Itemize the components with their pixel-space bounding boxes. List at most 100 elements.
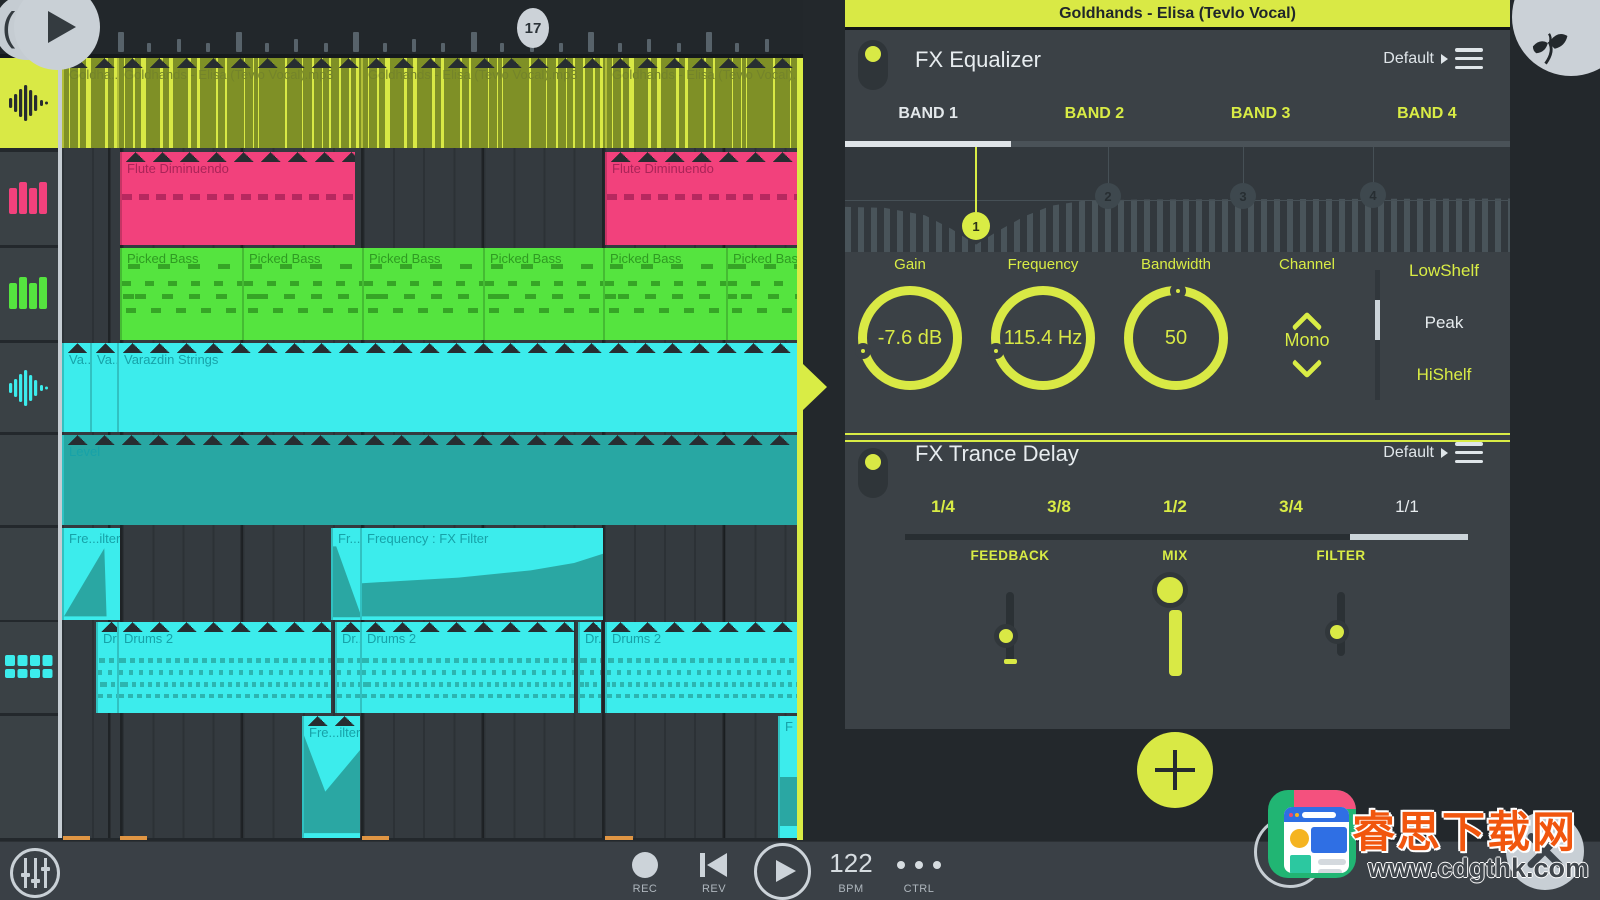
track-header-drums[interactable] bbox=[0, 622, 58, 713]
clip[interactable]: Fr... bbox=[331, 528, 360, 620]
ruler-tick bbox=[265, 43, 269, 52]
track-header-audio[interactable] bbox=[0, 58, 58, 148]
track-header-level[interactable] bbox=[0, 435, 58, 525]
clip[interactable]: Level bbox=[62, 435, 797, 525]
time-1-4[interactable]: 1/4 bbox=[931, 497, 955, 516]
mix-slider-knob[interactable] bbox=[1152, 572, 1188, 608]
fl-logo-button[interactable] bbox=[1512, 0, 1600, 76]
clip[interactable]: Fre...ilter bbox=[302, 716, 360, 838]
clip-label: Drums 2 bbox=[124, 631, 174, 646]
equalizer-title: FX Equalizer bbox=[915, 47, 1041, 72]
clip[interactable]: Fre...ilter bbox=[62, 528, 120, 620]
tab-band-1[interactable]: BAND 1 bbox=[898, 105, 958, 122]
filter-slider-knob[interactable] bbox=[1325, 620, 1349, 644]
bpm-value[interactable]: 122 bbox=[829, 848, 873, 878]
clip[interactable]: Dr... bbox=[96, 622, 117, 713]
clip[interactable]: Goldhands - Elisa (Tevlo Vocal).m bbox=[605, 58, 797, 148]
track-header-strings[interactable] bbox=[0, 343, 58, 432]
playlist-grid[interactable]: Goldha... Goldhands - Elisa (Tevlo Vocal)… bbox=[62, 58, 797, 838]
time-3-8[interactable]: 3/8 bbox=[1047, 497, 1071, 516]
shelf-option-lowshelf[interactable]: LowShelf bbox=[1409, 261, 1479, 280]
plus-icon bbox=[1173, 750, 1177, 790]
delay-time-slider[interactable] bbox=[905, 534, 1468, 540]
clip[interactable]: F bbox=[778, 716, 797, 838]
bandwidth-value: 50 bbox=[1164, 326, 1188, 349]
tab-band-3[interactable]: BAND 3 bbox=[1230, 105, 1291, 122]
time-3-4[interactable]: 3/4 bbox=[1279, 497, 1303, 516]
clip[interactable]: Va... bbox=[90, 343, 117, 432]
eq-gridline-horizontal bbox=[845, 200, 1510, 201]
clip[interactable]: Goldhands - Elisa (Tevlo Vocal).mp3 bbox=[117, 58, 361, 148]
clip-label: Picked Bass bbox=[249, 251, 321, 266]
clip[interactable]: Picked Bass bbox=[603, 248, 726, 340]
clip[interactable]: Drums 2 bbox=[360, 622, 574, 713]
channel-down-icon[interactable] bbox=[1291, 347, 1323, 379]
clip[interactable]: Va... bbox=[62, 343, 90, 432]
bandwidth-knob[interactable]: 50 bbox=[1124, 283, 1228, 390]
tools-button[interactable] bbox=[1506, 812, 1584, 890]
ruler-tick bbox=[235, 32, 242, 52]
frequency-knob[interactable]: 115.4 Hz bbox=[988, 286, 1095, 390]
clip[interactable]: Flute Diminuendo bbox=[605, 152, 797, 245]
time-1-1[interactable]: 1/1 bbox=[1395, 497, 1419, 516]
clip[interactable]: Picked Bass bbox=[120, 248, 242, 340]
clip[interactable]: Picked Bass bbox=[242, 248, 362, 340]
clip-pattern-midi bbox=[605, 248, 726, 340]
eq-curve-display[interactable]: 1 2 3 4 bbox=[845, 147, 1510, 252]
eq-node-3[interactable]: 3 bbox=[1230, 183, 1256, 209]
ruler-tick bbox=[647, 39, 652, 52]
equalizer-preset-selector[interactable]: Default bbox=[1383, 50, 1448, 68]
clip[interactable]: Drums 2 bbox=[117, 622, 331, 713]
trance-delay-enable-toggle[interactable] bbox=[858, 448, 888, 498]
mixer-icon[interactable] bbox=[10, 848, 60, 898]
trance-delay-preset-selector[interactable]: Default bbox=[1383, 444, 1448, 462]
equalizer-menu-icon[interactable] bbox=[1455, 48, 1483, 69]
track-header-filter-b[interactable] bbox=[0, 716, 58, 838]
ruler-tick bbox=[176, 39, 181, 52]
clip-pattern-waveform bbox=[607, 58, 797, 148]
trance-delay-menu-icon[interactable] bbox=[1455, 442, 1483, 463]
bpm-label: BPM bbox=[838, 883, 864, 895]
timeline-ruler[interactable] bbox=[0, 0, 803, 58]
shelf-scrollbar-thumb[interactable] bbox=[1375, 300, 1380, 340]
play-icon[interactable] bbox=[14, 0, 100, 70]
clip-notches bbox=[607, 152, 797, 162]
eq-node-4[interactable]: 4 bbox=[1360, 182, 1386, 208]
record-button[interactable] bbox=[632, 852, 658, 878]
shelf-option-hishelf[interactable]: HiShelf bbox=[1416, 365, 1472, 384]
track-header-flute[interactable] bbox=[0, 152, 58, 245]
clip[interactable]: Picked Bass bbox=[726, 248, 797, 340]
eq-node-2[interactable]: 2 bbox=[1095, 183, 1121, 209]
equalizer-enable-toggle[interactable] bbox=[858, 40, 888, 90]
shelf-option-peak[interactable]: Peak bbox=[1424, 313, 1464, 332]
play-button[interactable] bbox=[754, 843, 811, 900]
clip[interactable]: Flute Diminuendo bbox=[120, 152, 355, 245]
drawer-handle-icon[interactable] bbox=[803, 364, 827, 410]
play-triangle-icon bbox=[776, 860, 796, 882]
tab-band-2[interactable]: BAND 2 bbox=[1064, 105, 1125, 122]
playhead-marker[interactable]: 17 bbox=[517, 8, 549, 48]
delay-time-slider-thumb[interactable] bbox=[1350, 534, 1468, 540]
clip[interactable]: Dr... bbox=[335, 622, 360, 713]
rewind-button[interactable] bbox=[700, 853, 728, 877]
tab-band-4[interactable]: BAND 4 bbox=[1397, 105, 1457, 122]
clip-notches bbox=[92, 343, 117, 353]
clip-label: Picked Bass bbox=[369, 251, 441, 266]
eq-node-1[interactable]: 1 bbox=[962, 212, 990, 240]
clip[interactable]: Dr... bbox=[578, 622, 601, 713]
track-header-filter-a[interactable] bbox=[0, 528, 58, 620]
clip[interactable]: Picked Bass bbox=[483, 248, 603, 340]
clip[interactable]: Goldhands - Elisa (Tevlo Vocal).mp3 bbox=[361, 58, 605, 148]
clip[interactable]: Drums 2 bbox=[605, 622, 797, 713]
feedback-slider-knob[interactable] bbox=[994, 624, 1018, 648]
add-effect-button[interactable] bbox=[1137, 732, 1213, 808]
gain-knob[interactable]: -7.6 dB bbox=[855, 286, 962, 390]
time-1-2[interactable]: 1/2 bbox=[1163, 497, 1187, 516]
clip[interactable]: Frequency : FX Filter bbox=[360, 528, 603, 620]
clip[interactable]: Varazdin Strings bbox=[117, 343, 797, 432]
track-header-bass[interactable] bbox=[0, 248, 58, 340]
clip[interactable]: Picked Bass bbox=[362, 248, 483, 340]
ctrl-dots-icon[interactable] bbox=[897, 861, 941, 869]
clip[interactable]: Goldha... bbox=[62, 58, 117, 148]
